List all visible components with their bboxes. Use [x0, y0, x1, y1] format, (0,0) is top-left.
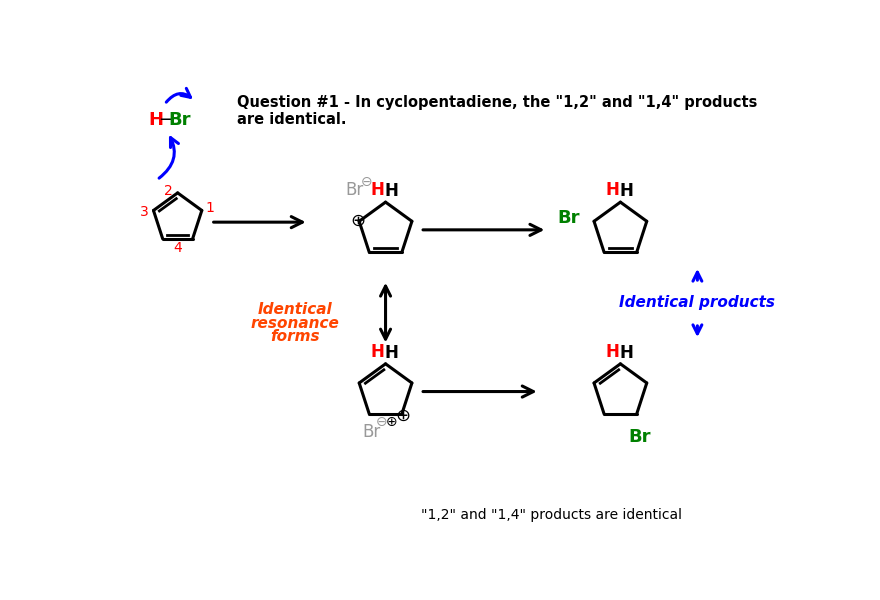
Text: H: H: [149, 111, 164, 129]
Text: 1: 1: [205, 201, 214, 215]
Text: H: H: [370, 181, 385, 199]
Text: Br: Br: [628, 428, 651, 446]
Text: ⊕: ⊕: [396, 407, 411, 425]
Text: 2: 2: [164, 184, 172, 197]
Text: H: H: [385, 182, 399, 200]
Text: ⊖: ⊖: [361, 175, 372, 189]
Text: H: H: [605, 181, 620, 199]
Text: are identical.: are identical.: [237, 112, 347, 127]
Text: Identical: Identical: [258, 302, 333, 317]
Text: ⊕: ⊕: [350, 212, 365, 230]
Text: Identical products: Identical products: [620, 295, 775, 311]
Text: H: H: [385, 344, 399, 362]
Text: Br: Br: [169, 111, 191, 129]
Text: ⊕: ⊕: [386, 415, 398, 430]
Text: 4: 4: [173, 241, 182, 255]
Text: Br: Br: [558, 209, 580, 227]
Text: −: −: [158, 111, 173, 129]
Text: H: H: [370, 343, 385, 361]
Text: ⊖: ⊖: [376, 415, 387, 430]
Text: resonance: resonance: [251, 316, 340, 331]
Text: Question #1 - In cyclopentadiene, the "1,2" and "1,4" products: Question #1 - In cyclopentadiene, the "1…: [237, 95, 758, 110]
Text: Br: Br: [363, 422, 381, 440]
Text: 3: 3: [140, 205, 149, 219]
Text: Br: Br: [346, 181, 363, 199]
Text: H: H: [620, 182, 634, 200]
Text: H: H: [605, 343, 620, 361]
Text: forms: forms: [271, 329, 320, 344]
Text: H: H: [620, 344, 634, 362]
Text: "1,2" and "1,4" products are identical: "1,2" and "1,4" products are identical: [421, 508, 682, 522]
